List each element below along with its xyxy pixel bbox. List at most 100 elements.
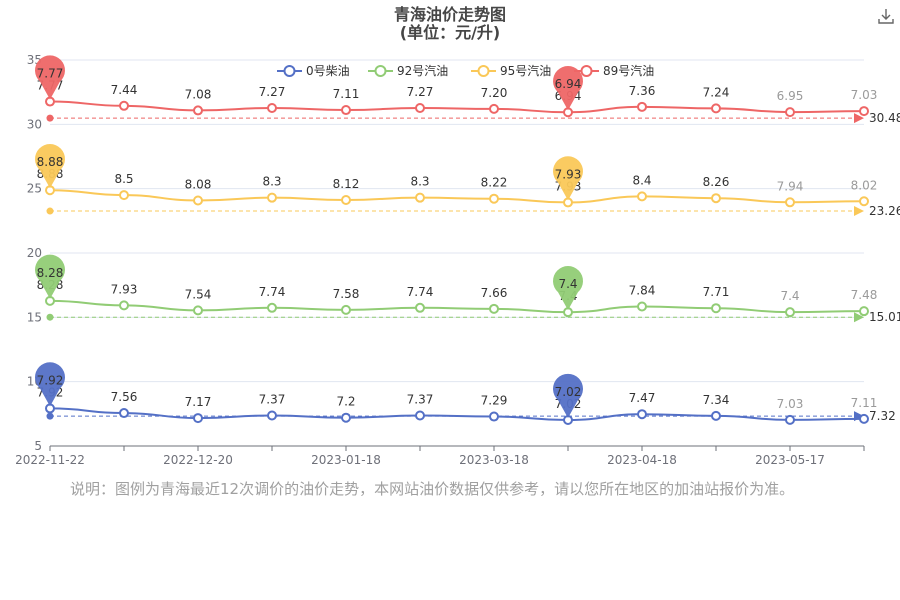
data-point[interactable] (267, 302, 277, 313)
data-point[interactable] (415, 302, 425, 313)
x-tick-label: 2023-03-18 (459, 453, 529, 467)
legend[interactable]: 0号柴油 92号汽油 95号汽油 89号汽油 (277, 63, 654, 78)
x-tick-label: 2023-01-18 (311, 453, 381, 467)
data-point[interactable] (267, 102, 277, 113)
max-pin-shape (35, 254, 65, 299)
data-point[interactable] (193, 105, 203, 116)
legend-label: 0号柴油 (306, 64, 350, 78)
legend-item[interactable]: 95号汽油 (471, 63, 551, 78)
data-point[interactable] (859, 106, 869, 117)
series-line (49, 100, 865, 114)
data-point[interactable] (711, 410, 721, 421)
legend-item[interactable]: 89号汽油 (574, 63, 654, 78)
x-axis: 2022-11-22 2022-12-20 2023-01-18 2023-03-18… (15, 445, 865, 467)
data-point[interactable] (341, 304, 351, 315)
max-pin-label: 8.28 (37, 266, 64, 280)
data-point[interactable] (415, 102, 425, 113)
legend-item[interactable]: 92号汽油 (368, 63, 448, 78)
data-label: 7.24 (703, 85, 730, 99)
data-point[interactable] (785, 197, 795, 208)
series-2: 23.26 8.88 8.5 8.08 8.3 8.12 8.3 8.22 7.93 8.4 8.2… (35, 144, 900, 218)
legend-label: 89号汽油 (603, 63, 654, 78)
data-label: 7.37 (259, 393, 286, 407)
data-point[interactable] (193, 305, 203, 316)
data-label: 7.34 (703, 393, 730, 407)
data-point[interactable] (119, 300, 129, 311)
average-label: 15.01 (869, 310, 900, 324)
data-point[interactable] (637, 191, 647, 202)
legend-marker (477, 65, 490, 77)
series-3: 30.48 7.77 7.44 7.08 7.27 7.11 7.27 7.20 6.94 7.3… (35, 55, 900, 125)
data-point[interactable] (267, 410, 277, 421)
data-point[interactable] (785, 307, 795, 318)
min-pin-label: 7.02 (555, 385, 582, 399)
data-point[interactable] (711, 303, 721, 314)
series-line (49, 189, 865, 204)
data-point[interactable] (119, 100, 129, 111)
data-point[interactable] (341, 194, 351, 205)
max-pin: 8.28 (35, 254, 65, 299)
data-label: 8.3 (410, 175, 429, 189)
data-point[interactable] (711, 193, 721, 204)
min-pin-shape (553, 266, 584, 311)
data-label: 7.37 (407, 393, 434, 407)
max-pin-label: 8.88 (37, 155, 64, 169)
data-label: 7.93 (111, 282, 138, 296)
y-tick-label: 30 (27, 117, 42, 131)
data-point[interactable] (859, 196, 869, 207)
data-point[interactable] (859, 413, 869, 424)
data-point[interactable] (637, 101, 647, 112)
data-label: 8.26 (703, 175, 730, 189)
data-point[interactable] (785, 414, 795, 425)
data-point[interactable] (341, 105, 351, 116)
data-label: 8.4 (632, 173, 651, 187)
max-pin: 7.77 (35, 55, 65, 100)
data-label: 8.3 (262, 175, 281, 189)
data-point[interactable] (489, 193, 499, 204)
y-tick-label: 5 (34, 439, 42, 453)
average-start-marker (46, 412, 54, 420)
data-label: 7.66 (481, 286, 508, 300)
data-label: 7.71 (703, 285, 730, 299)
data-point[interactable] (637, 301, 647, 312)
data-label: 8.22 (481, 176, 508, 190)
series-0: 7.32 7.92 7.56 7.17 7.37 7.2 7.37 7.29 7.02 7.47 7… (35, 362, 896, 426)
max-pin-label: 7.77 (37, 67, 64, 81)
legend-item[interactable]: 0号柴油 (277, 64, 350, 78)
average-arrow (854, 113, 864, 124)
data-point[interactable] (489, 303, 499, 314)
data-point[interactable] (341, 412, 351, 423)
data-point[interactable] (489, 103, 499, 114)
min-pin-label: 6.94 (555, 77, 582, 91)
data-point[interactable] (415, 192, 425, 203)
data-label: 7.27 (259, 85, 286, 99)
y-tick-label: 25 (27, 182, 42, 196)
data-point[interactable] (415, 410, 425, 421)
data-label: 7.2 (336, 395, 355, 409)
data-point[interactable] (119, 408, 129, 419)
min-pin: 6.94 (553, 66, 583, 111)
data-point[interactable] (785, 107, 795, 118)
data-point[interactable] (119, 190, 129, 201)
min-pin-shape (553, 156, 583, 201)
data-label: 7.20 (481, 86, 508, 100)
average-arrow (854, 206, 864, 217)
series-1: 15.01 8.28 7.93 7.54 7.74 7.58 7.74 7.66 7.4 7.84… (35, 254, 900, 324)
data-label: 7.03 (851, 88, 878, 102)
data-point[interactable] (193, 413, 203, 424)
data-point[interactable] (193, 195, 203, 206)
data-point[interactable] (637, 409, 647, 420)
legend-marker (283, 65, 296, 77)
data-point[interactable] (267, 192, 277, 203)
data-point[interactable] (489, 411, 499, 422)
average-start-marker (46, 207, 54, 215)
min-pin-shape (553, 373, 584, 419)
data-point[interactable] (859, 306, 869, 317)
min-pin: 7.4 (553, 266, 584, 311)
data-label: 7.11 (333, 87, 360, 101)
data-label: 7.74 (259, 285, 286, 299)
x-tick-label: 2023-04-18 (607, 453, 677, 467)
download-icon[interactable] (876, 6, 896, 26)
data-point[interactable] (711, 103, 721, 114)
data-label: 7.44 (111, 83, 138, 97)
